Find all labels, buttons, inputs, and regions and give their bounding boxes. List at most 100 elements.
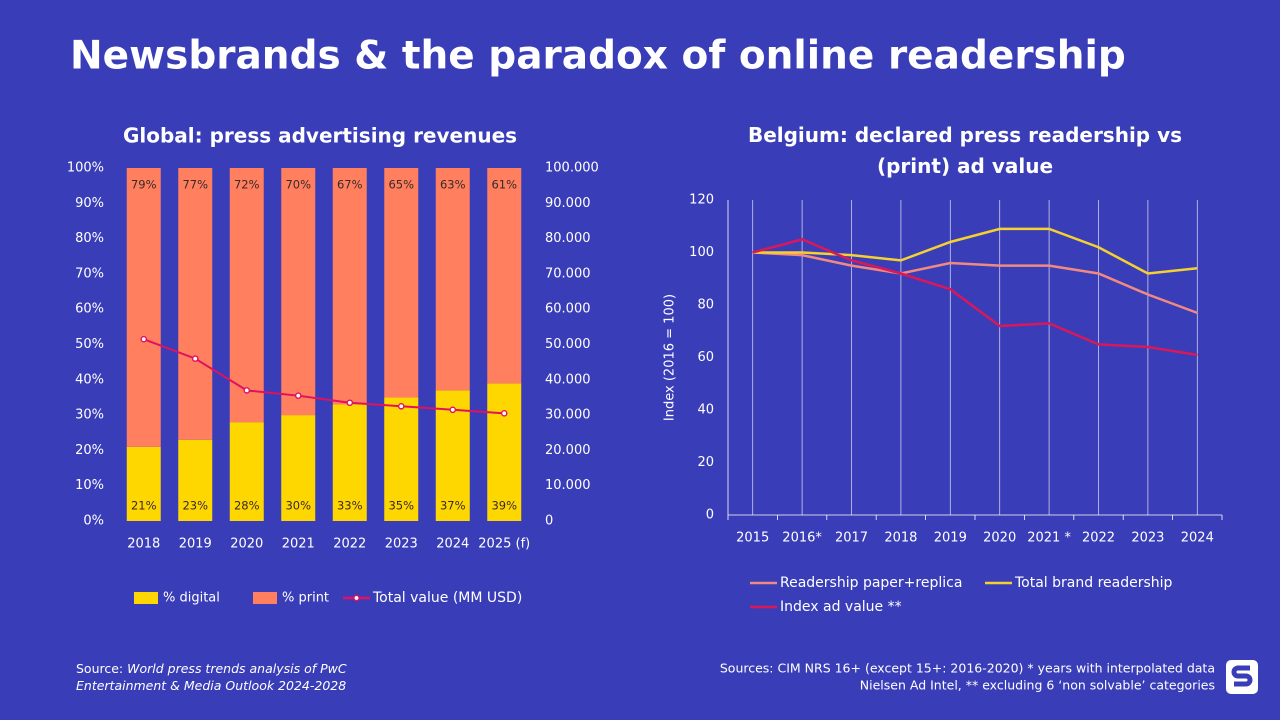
x-tick-label: 2022 [1082, 531, 1115, 546]
x-tick-label: 2019 [934, 531, 967, 546]
y-tick-label: 40 [697, 403, 714, 418]
x-tick-label: 2024 [1181, 531, 1214, 546]
y-tick-label: 0% [83, 514, 104, 529]
y2-tick-label: 100.000 [545, 161, 599, 176]
y2-tick-label: 80.000 [545, 231, 591, 246]
legend-swatch [253, 592, 277, 604]
value-label: 23% [182, 499, 208, 513]
chart-title: Global: press advertising revenues [123, 124, 517, 148]
legend-label: % print [282, 591, 329, 606]
x-tick-label: 2024 [436, 537, 469, 552]
bar [126, 446, 161, 521]
x-tick-label: 2018 [884, 531, 917, 546]
source: Source: World press trends analysis of P… [76, 660, 436, 694]
x-tick-label: 2020 [983, 531, 1016, 546]
x-tick-label: 2020 [230, 537, 263, 552]
chart-title: Belgium: declared press readership vs (p… [747, 123, 1183, 178]
y-tick-label: 80% [75, 231, 104, 246]
legend-label: % digital [163, 591, 220, 606]
y-tick-label: 20% [75, 443, 104, 458]
marker [243, 387, 251, 394]
x-tick-label: 2015 [736, 531, 769, 546]
x-tick-label: 2023 [1131, 531, 1164, 546]
legend-label: Index ad value ** [780, 599, 902, 615]
legend-label: Total brand readership [1014, 575, 1173, 591]
marker [191, 355, 199, 362]
y-tick-label: 10% [75, 478, 104, 493]
x-tick-label: 2019 [179, 537, 212, 552]
value-label: 72% [234, 178, 260, 192]
value-label: 21% [131, 499, 157, 513]
y2-tick-label: 10.000 [545, 478, 591, 493]
y-tick-label: 90% [75, 196, 104, 211]
value-label: 77% [182, 178, 208, 192]
chart-title-box: Belgium: declared press readership vs (p… [747, 123, 1183, 178]
y-tick-label: 30% [75, 408, 104, 423]
line [752, 251, 1198, 315]
y-tick-label: 60% [75, 302, 104, 317]
y-tick-label: 40% [75, 372, 104, 387]
legend-marker [353, 594, 360, 602]
marker [397, 402, 405, 410]
y-tick-label: 80 [697, 298, 714, 313]
y2-tick-label: 0 [545, 514, 553, 529]
value-label: 79% [131, 178, 157, 192]
line [752, 227, 1198, 275]
y-tick-label: 70% [75, 266, 104, 281]
bar [178, 168, 213, 440]
y2-tick-label: 70.000 [545, 266, 591, 281]
y2-tick-label: 50.000 [545, 337, 591, 352]
marker [346, 399, 354, 407]
y-tick-label: 20 [697, 455, 714, 470]
source-box: Source: World press trends analysis of P… [76, 660, 436, 694]
marker [140, 335, 148, 343]
y-axis-label: Index (2016 = 100) [663, 294, 678, 421]
marker [294, 392, 302, 399]
value-label: 28% [234, 499, 260, 513]
y-tick-label: 0 [706, 508, 714, 523]
value-label: 30% [285, 499, 311, 513]
x-tick-label: 2022 [333, 537, 366, 552]
y-tick-label: 50% [75, 337, 104, 352]
x-tick-label: 2021 * [1027, 531, 1071, 546]
y2-tick-label: 20.000 [545, 443, 591, 458]
y2-tick-label: 40.000 [545, 372, 591, 387]
value-label: 33% [337, 499, 363, 513]
y2-tick-label: 30.000 [545, 408, 591, 423]
value-label: 39% [491, 499, 517, 513]
y-tick-label: 100 [689, 245, 714, 260]
x-tick-label: 2017 [835, 531, 868, 546]
bar [178, 439, 213, 521]
y-tick-label: 60 [697, 350, 714, 365]
value-label: 63% [440, 178, 466, 192]
x-tick-label: 2021 [282, 537, 315, 552]
value-label: 37% [440, 499, 466, 513]
source-text: World press trends analysis of PwC Enter… [76, 661, 347, 693]
x-tick-label: 2018 [127, 537, 160, 552]
bar [435, 168, 470, 391]
source-prefix: Source: [76, 661, 124, 676]
x-tick-label: 2025 (f) [478, 537, 530, 552]
bar [229, 422, 264, 521]
bar [281, 415, 316, 521]
source-line: Sources: CIM NRS 16+ (except 15+: 2016-2… [720, 661, 1215, 676]
value-label: 67% [337, 178, 363, 192]
y-tick-label: 120 [689, 193, 714, 208]
line [143, 338, 505, 415]
marker [449, 406, 457, 414]
bar [281, 168, 316, 416]
source-line: Nielsen Ad Intel, ** excluding 6 ‘non so… [860, 678, 1215, 693]
bar [332, 168, 367, 405]
x-tick-label: 2023 [385, 537, 418, 552]
legend-label: Total value (MM USD) [372, 590, 522, 606]
legend-label: Readership paper+replica [780, 575, 962, 591]
value-label: 35% [388, 499, 414, 513]
bar [384, 397, 419, 521]
bar [229, 168, 264, 423]
value-label: 61% [491, 178, 517, 192]
value-label: 70% [285, 178, 311, 192]
x-tick-label: 2016* [782, 531, 822, 546]
legend-swatch [134, 592, 158, 604]
